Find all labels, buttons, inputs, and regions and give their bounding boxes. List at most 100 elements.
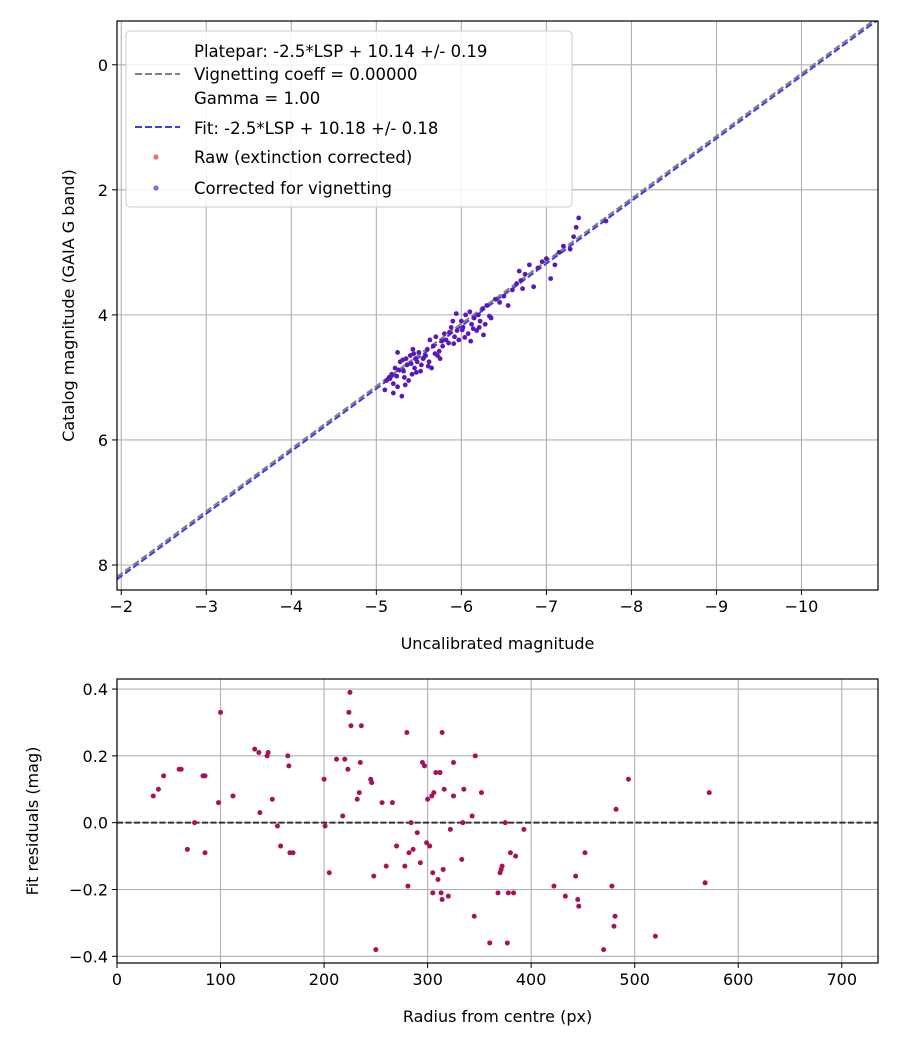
- residual-point: [505, 890, 511, 896]
- data-point: [389, 371, 395, 377]
- data-point: [480, 306, 486, 312]
- residual-point: [441, 786, 447, 792]
- data-point: [514, 281, 520, 287]
- residual-point: [410, 846, 416, 852]
- residual-point: [202, 773, 208, 779]
- residual-point: [290, 850, 296, 856]
- data-point: [573, 224, 579, 230]
- residual-point: [521, 826, 527, 832]
- axes-frame: [116, 678, 879, 964]
- data-point: [450, 318, 456, 324]
- data-point: [484, 303, 490, 308]
- data-point: [475, 312, 481, 318]
- residual-point: [405, 883, 411, 889]
- data-point: [531, 284, 537, 290]
- data-point: [437, 356, 443, 362]
- legend: Platepar: -2.5*LSP + 10.14 +/- 0.19 Vigne…: [125, 30, 573, 208]
- data-point: [465, 331, 471, 337]
- data-point: [433, 334, 439, 340]
- residual-point: [495, 890, 501, 896]
- data-point: [487, 313, 492, 319]
- x-tick-label: 300: [412, 970, 443, 989]
- calibration-chart: −2 −3 −4 −5 −6 −7 −8 −9 −10 0 2 4 6 8 Uncalibrated mag…: [59, 20, 879, 653]
- residual-point: [427, 843, 433, 849]
- residual-point: [612, 913, 618, 919]
- residual-point: [345, 766, 351, 772]
- residual-points: [150, 689, 712, 953]
- data-point: [576, 215, 582, 221]
- y-tick-label: −0.4: [69, 947, 108, 966]
- residual-point: [358, 723, 364, 729]
- residual-point: [435, 876, 441, 882]
- residual-point: [430, 870, 436, 876]
- data-point: [413, 370, 419, 375]
- data-point: [447, 329, 452, 335]
- data-point: [412, 365, 417, 371]
- residual-point: [417, 860, 423, 866]
- data-point: [520, 286, 525, 292]
- data-point: [518, 278, 524, 283]
- data-point: [421, 354, 427, 360]
- residual-point: [342, 756, 348, 762]
- data-point: [419, 362, 424, 368]
- y-tick-label: 0: [98, 56, 108, 75]
- data-point: [426, 359, 432, 365]
- data-point: [451, 341, 457, 347]
- x-tick-label: −5: [365, 597, 389, 616]
- data-point: [404, 362, 410, 368]
- residual-point: [333, 756, 339, 762]
- x-tick-label: 0: [112, 970, 122, 989]
- y-axis-label: Fit residuals (mag): [23, 747, 42, 896]
- residual-point: [184, 846, 190, 852]
- residual-point: [404, 729, 410, 735]
- data-point: [481, 332, 486, 338]
- residual-point: [383, 863, 389, 869]
- residual-point: [562, 893, 568, 899]
- y-tick-label: 0.0: [83, 814, 108, 833]
- residual-point: [469, 813, 475, 819]
- residual-point: [285, 753, 291, 759]
- residual-point: [706, 790, 712, 796]
- data-point: [470, 326, 476, 332]
- data-point: [452, 334, 457, 340]
- data-point: [501, 293, 507, 299]
- data-point: [446, 340, 452, 346]
- data-point: [522, 271, 528, 277]
- residual-point: [155, 786, 161, 792]
- x-tick-label: −10: [785, 597, 819, 616]
- residual-point: [356, 790, 362, 796]
- residual-point: [326, 870, 332, 876]
- data-point: [462, 334, 468, 340]
- residual-point: [613, 806, 619, 812]
- residual-point: [576, 903, 582, 909]
- data-point: [430, 343, 436, 349]
- data-point: [395, 384, 400, 390]
- data-point: [401, 375, 407, 380]
- residual-point: [438, 890, 444, 896]
- residual-point: [511, 890, 517, 896]
- platepar-line: [117, 21, 875, 578]
- residual-point: [478, 790, 484, 796]
- data-point: [539, 259, 545, 265]
- residuals-chart: 0 100 200 300 400 500 600 700 −0.4 −0.2 0.0 0.2 0.4 R…: [23, 678, 879, 1026]
- data-point: [409, 371, 415, 377]
- residual-point: [218, 709, 224, 715]
- legend-corrected-marker: [153, 185, 159, 191]
- data-point: [400, 357, 406, 363]
- data-point: [454, 328, 460, 333]
- y-tick-label: 0.2: [83, 747, 108, 766]
- residual-point: [256, 750, 262, 756]
- residual-point: [371, 873, 377, 879]
- residual-point: [513, 853, 519, 859]
- data-point: [560, 243, 566, 249]
- y-tick-label: 0.4: [83, 680, 108, 699]
- legend-fit-label: Fit: -2.5*LSP + 10.18 +/- 0.18: [194, 119, 438, 138]
- data-point: [390, 381, 396, 387]
- residual-point: [389, 800, 395, 806]
- data-point: [497, 299, 503, 305]
- data-point: [414, 359, 420, 365]
- data-point: [416, 349, 422, 355]
- residual-point: [369, 780, 375, 786]
- residual-point: [460, 820, 466, 826]
- y-axis-label: Catalog magnitude (GAIA G band): [59, 169, 78, 441]
